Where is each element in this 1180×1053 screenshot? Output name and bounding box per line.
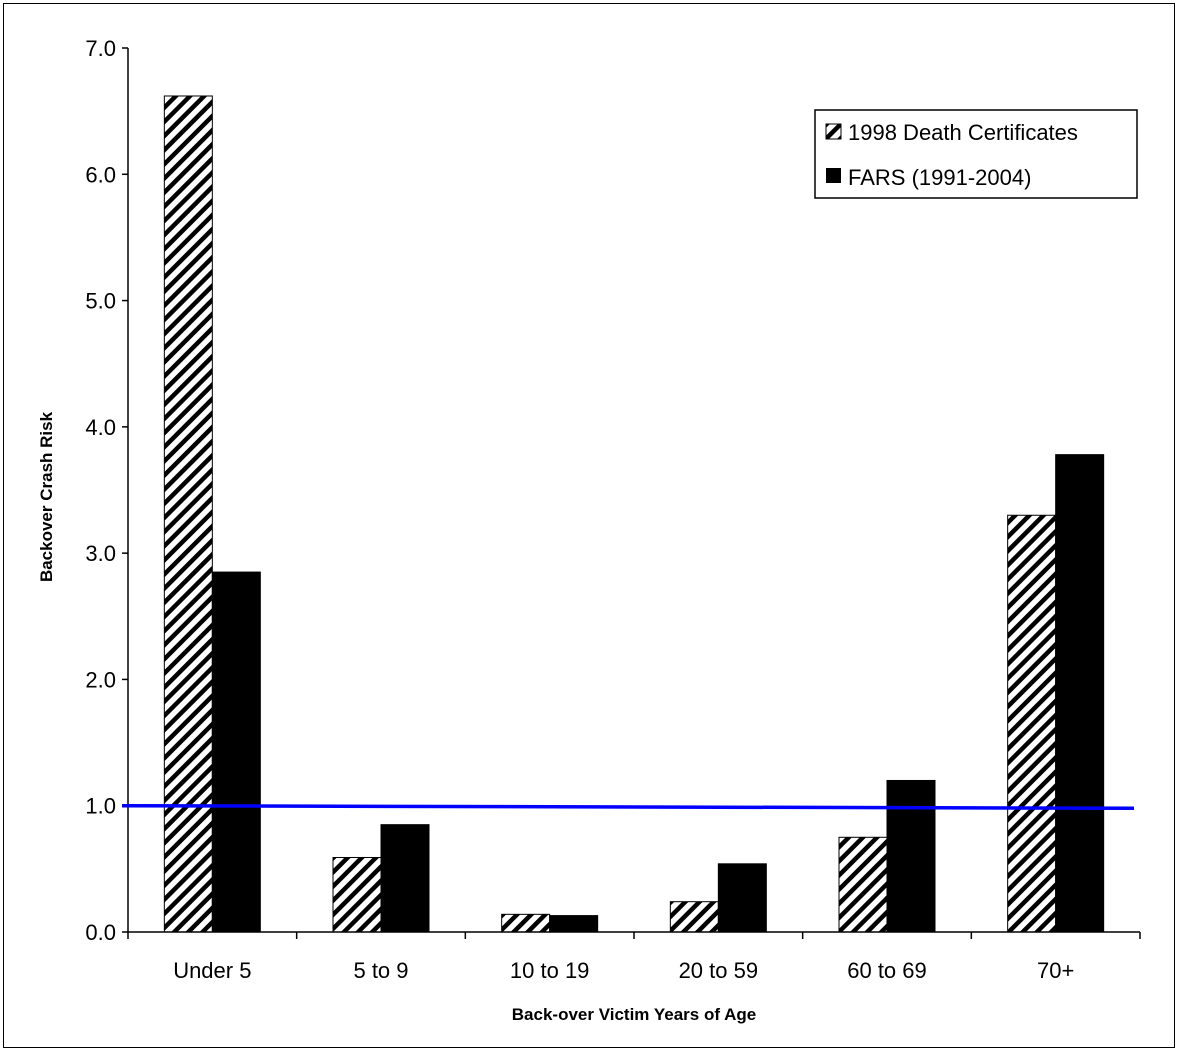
y-tick-label: 0.0 — [85, 920, 116, 945]
y-tick-label: 3.0 — [85, 541, 116, 566]
y-tick-label: 4.0 — [85, 415, 116, 440]
bar-fars-70 — [1055, 454, 1105, 933]
y-tick-label: 7.0 — [85, 36, 116, 61]
y-tick-label: 5.0 — [85, 289, 116, 314]
legend-label-fars: FARS (1991-2004) — [848, 165, 1031, 190]
bar-death-certificates-under-5 — [163, 95, 213, 933]
x-axis-title: Back-over Victim Years of Age — [512, 1005, 756, 1024]
x-tick-label: 60 to 69 — [847, 958, 927, 983]
bar-fars-5-to-9 — [380, 824, 430, 933]
reference-line-group — [121, 803, 1135, 810]
y-axis-title: Backover Crash Risk — [37, 411, 56, 582]
x-tick-label: Under 5 — [173, 958, 251, 983]
y-tick-label: 2.0 — [85, 667, 116, 692]
bar-death-certificates-70 — [1007, 514, 1057, 933]
bar-fars-10-to-19 — [549, 915, 599, 933]
y-tick-label: 1.0 — [85, 794, 116, 819]
axes-group: 0.0 1.0 2.0 3.0 4.0 5.0 6.0 7.0 Under 5 5 to 9 10 … — [85, 36, 1141, 983]
legend-swatch-fars — [826, 168, 841, 183]
x-tick-label: 10 to 19 — [510, 958, 590, 983]
legend-swatch-death-certificates — [825, 123, 842, 140]
reference-line — [121, 803, 1135, 810]
bars-group — [163, 95, 1105, 933]
bar-fars-20-to-59 — [717, 863, 767, 933]
x-tick-label: 70+ — [1037, 958, 1074, 983]
x-tick-label: 5 to 9 — [353, 958, 408, 983]
legend-box — [814, 109, 1138, 199]
bar-fars-under-5 — [211, 571, 261, 933]
bar-death-certificates-20-to-59 — [669, 901, 719, 933]
legend: 1998 Death Certificates FARS (1991-2004) — [814, 109, 1138, 199]
bar-death-certificates-10-to-19 — [501, 913, 551, 933]
legend-label-death-certificates: 1998 Death Certificates — [848, 120, 1078, 145]
bar-death-certificates-60-to-69 — [838, 836, 888, 933]
x-tick-label: 20 to 59 — [679, 958, 759, 983]
bar-death-certificates-5-to-9 — [332, 856, 382, 933]
y-tick-label: 6.0 — [85, 162, 116, 187]
bar-fars-60-to-69 — [886, 779, 936, 933]
